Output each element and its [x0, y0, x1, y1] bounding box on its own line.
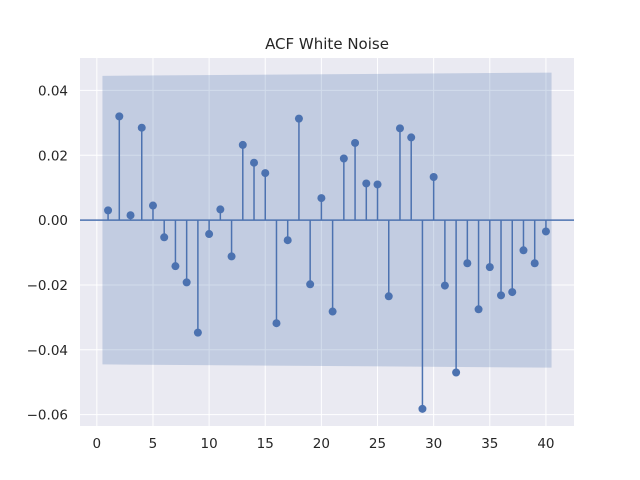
x-tick-label: 40	[537, 436, 554, 452]
marker-lag-36	[497, 291, 506, 300]
marker-lag-26	[384, 292, 393, 301]
marker-lag-37	[508, 288, 517, 297]
plot-area	[80, 58, 574, 426]
x-tick-label: 5	[149, 436, 158, 452]
marker-lag-13	[238, 140, 247, 149]
y-tick-label: 0.04	[38, 83, 68, 99]
x-tick-label: 25	[369, 436, 386, 452]
x-tick-label: 0	[93, 436, 102, 452]
marker-lag-2	[115, 112, 124, 121]
y-tick-labels: −0.06 −0.04 −0.02 0.00 0.02 0.04	[27, 83, 68, 423]
marker-lag-15	[261, 169, 270, 178]
x-tick-label: 15	[257, 436, 274, 452]
marker-lag-35	[485, 263, 494, 272]
stems	[107, 116, 547, 409]
marker-lag-21	[328, 307, 337, 316]
markers	[104, 112, 550, 413]
marker-lag-40	[541, 227, 550, 236]
marker-lag-4	[137, 123, 146, 132]
marker-lag-33	[463, 259, 472, 268]
x-tick-label: 30	[425, 436, 442, 452]
marker-lag-31	[440, 281, 449, 290]
marker-lag-7	[171, 262, 180, 271]
x-tick-label: 20	[313, 436, 330, 452]
marker-lag-29	[418, 404, 427, 413]
y-tick-label: −0.06	[27, 408, 68, 424]
marker-lag-34	[474, 305, 483, 314]
marker-lag-32	[452, 368, 461, 377]
marker-lag-38	[519, 246, 528, 255]
marker-lag-27	[395, 124, 404, 133]
marker-lag-19	[306, 280, 315, 289]
marker-lag-6	[160, 233, 169, 242]
marker-lag-25	[373, 180, 382, 189]
marker-lag-10	[205, 230, 214, 239]
marker-lag-9	[193, 328, 202, 337]
marker-lag-22	[339, 154, 348, 163]
marker-lag-11	[216, 205, 225, 214]
y-tick-label: −0.04	[27, 343, 68, 359]
y-tick-label: 0.02	[38, 148, 68, 164]
marker-lag-23	[351, 138, 360, 147]
chart-title: ACF White Noise	[265, 35, 389, 53]
marker-lag-8	[182, 278, 191, 287]
marker-lag-17	[283, 236, 292, 245]
marker-lag-12	[227, 252, 236, 261]
x-tick-labels: 0 5 10 15 20 25 30 35 40	[93, 436, 555, 452]
marker-lag-18	[294, 114, 303, 123]
marker-lag-3	[126, 211, 135, 220]
marker-lag-28	[407, 133, 416, 142]
marker-lag-5	[148, 201, 157, 210]
marker-lag-39	[530, 259, 539, 268]
marker-lag-14	[250, 158, 259, 167]
marker-lag-24	[362, 179, 371, 188]
marker-lag-30	[429, 172, 438, 181]
y-tick-label: 0.00	[38, 213, 68, 229]
marker-lag-20	[317, 194, 326, 203]
x-tick-label: 10	[201, 436, 218, 452]
y-tick-label: −0.02	[27, 278, 68, 294]
marker-lag-1	[104, 206, 113, 215]
marker-lag-16	[272, 319, 281, 328]
x-tick-label: 35	[481, 436, 498, 452]
